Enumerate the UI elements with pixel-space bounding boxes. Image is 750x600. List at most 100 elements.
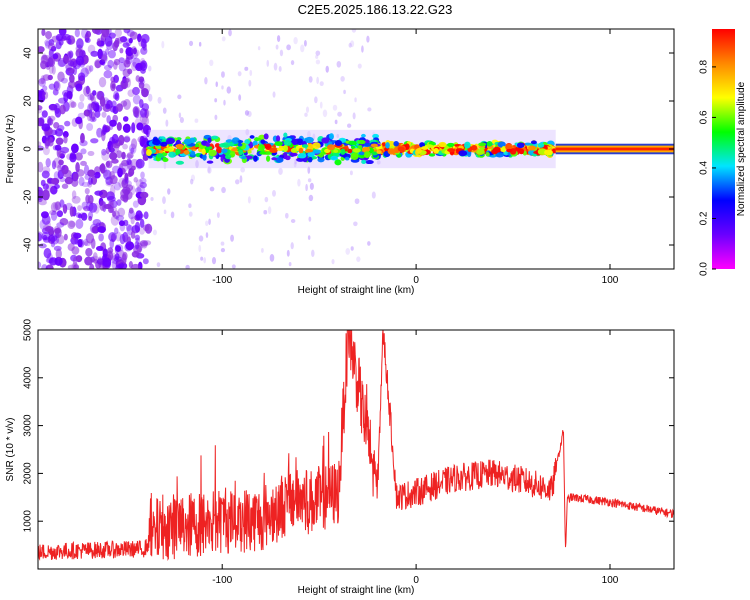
faint-blob <box>228 29 232 37</box>
faint-blob <box>351 29 357 33</box>
band-blob <box>221 148 228 154</box>
band-blob <box>221 142 231 148</box>
band-blob <box>304 136 314 144</box>
noise-blob <box>61 183 69 189</box>
band-blob <box>340 148 346 155</box>
noise-blob <box>125 241 135 251</box>
band-blob <box>283 132 288 138</box>
noise-blob <box>119 47 124 54</box>
faint-blob <box>307 235 311 240</box>
faint-blob <box>336 133 340 139</box>
faint-blob <box>371 191 376 199</box>
faint-blob <box>297 178 301 187</box>
faint-blob <box>357 63 362 69</box>
faint-blob <box>221 36 226 42</box>
noise-blob <box>92 252 98 262</box>
noise-blob <box>67 38 72 45</box>
noise-blob <box>139 177 147 184</box>
band-blob <box>361 146 371 153</box>
faint-blob <box>314 96 318 104</box>
band-blob <box>358 151 365 156</box>
faint-blob <box>269 253 275 262</box>
faint-blob <box>354 198 360 205</box>
noise-blob <box>96 127 103 138</box>
faint-blob <box>163 161 167 170</box>
noise-blob <box>42 85 48 92</box>
band-blob <box>307 156 313 163</box>
colorbar-tick-label: 0.6 <box>699 110 710 124</box>
band-blob <box>275 157 284 163</box>
band-blob <box>357 139 366 145</box>
noise-blob <box>62 130 69 138</box>
faint-blob <box>248 79 252 87</box>
band-blob <box>175 148 181 155</box>
noise-blob <box>114 92 120 101</box>
noise-blob <box>139 218 145 228</box>
noise-blob <box>41 189 50 201</box>
band-blob <box>345 156 350 161</box>
band-blob <box>260 139 266 144</box>
noise-blob <box>127 171 133 178</box>
noise-blob <box>65 64 72 71</box>
faint-blob <box>350 246 354 251</box>
band-blob <box>365 159 374 165</box>
noise-blob <box>43 247 52 259</box>
noise-blob <box>52 53 59 60</box>
noise-blob <box>113 181 121 191</box>
noise-blob <box>38 199 47 206</box>
noise-blob <box>69 74 75 83</box>
band-blob <box>244 139 251 145</box>
band-blob <box>183 138 192 145</box>
faint-blob <box>147 110 151 116</box>
faint-blob <box>156 262 161 268</box>
band-blob <box>253 155 258 162</box>
faint-blob <box>311 249 315 258</box>
faint-blob <box>334 119 338 125</box>
faint-blob <box>148 93 153 102</box>
noise-blob <box>128 207 134 214</box>
noise-blob <box>42 74 51 81</box>
faint-blob <box>361 45 364 53</box>
y-axis-label-top: Frequency (Hz) <box>5 115 16 184</box>
noise-blob <box>113 74 119 84</box>
faint-blob <box>263 209 268 215</box>
noise-blob <box>84 256 93 266</box>
faint-blob <box>188 203 192 208</box>
noise-blob <box>114 29 123 38</box>
band-blob <box>152 139 161 146</box>
noise-blob <box>102 257 112 268</box>
noise-blob <box>42 183 49 190</box>
noise-blob <box>129 31 138 40</box>
noise-blob <box>143 211 149 220</box>
band-blob <box>518 148 525 155</box>
band-blob <box>162 157 169 163</box>
noise-blob <box>99 200 106 211</box>
band-blob <box>321 137 330 144</box>
noise-blob <box>51 160 57 170</box>
faint-blob <box>316 76 319 85</box>
noise-blob <box>110 80 116 92</box>
band-blob <box>160 141 168 147</box>
faint-blob <box>179 116 184 123</box>
noise-blob <box>135 75 141 82</box>
noise-blob <box>97 256 103 268</box>
band-blob <box>350 145 356 150</box>
noise-blob <box>53 183 60 190</box>
faint-blob <box>230 234 234 242</box>
band-blob <box>333 149 338 153</box>
noise-blob <box>41 110 48 118</box>
band-blob <box>290 148 298 154</box>
band-blob <box>146 149 152 156</box>
band-blob <box>284 155 291 161</box>
noise-blob <box>113 58 121 66</box>
band-blob <box>305 148 314 153</box>
band-blob <box>397 146 405 152</box>
band-blob <box>501 145 506 153</box>
noise-blob <box>75 255 83 263</box>
faint-blob <box>267 206 272 215</box>
noise-blob <box>87 150 95 156</box>
faint-blob <box>148 65 152 72</box>
noise-blob <box>123 59 131 68</box>
band-blob <box>253 137 262 141</box>
noise-blob <box>116 199 122 206</box>
